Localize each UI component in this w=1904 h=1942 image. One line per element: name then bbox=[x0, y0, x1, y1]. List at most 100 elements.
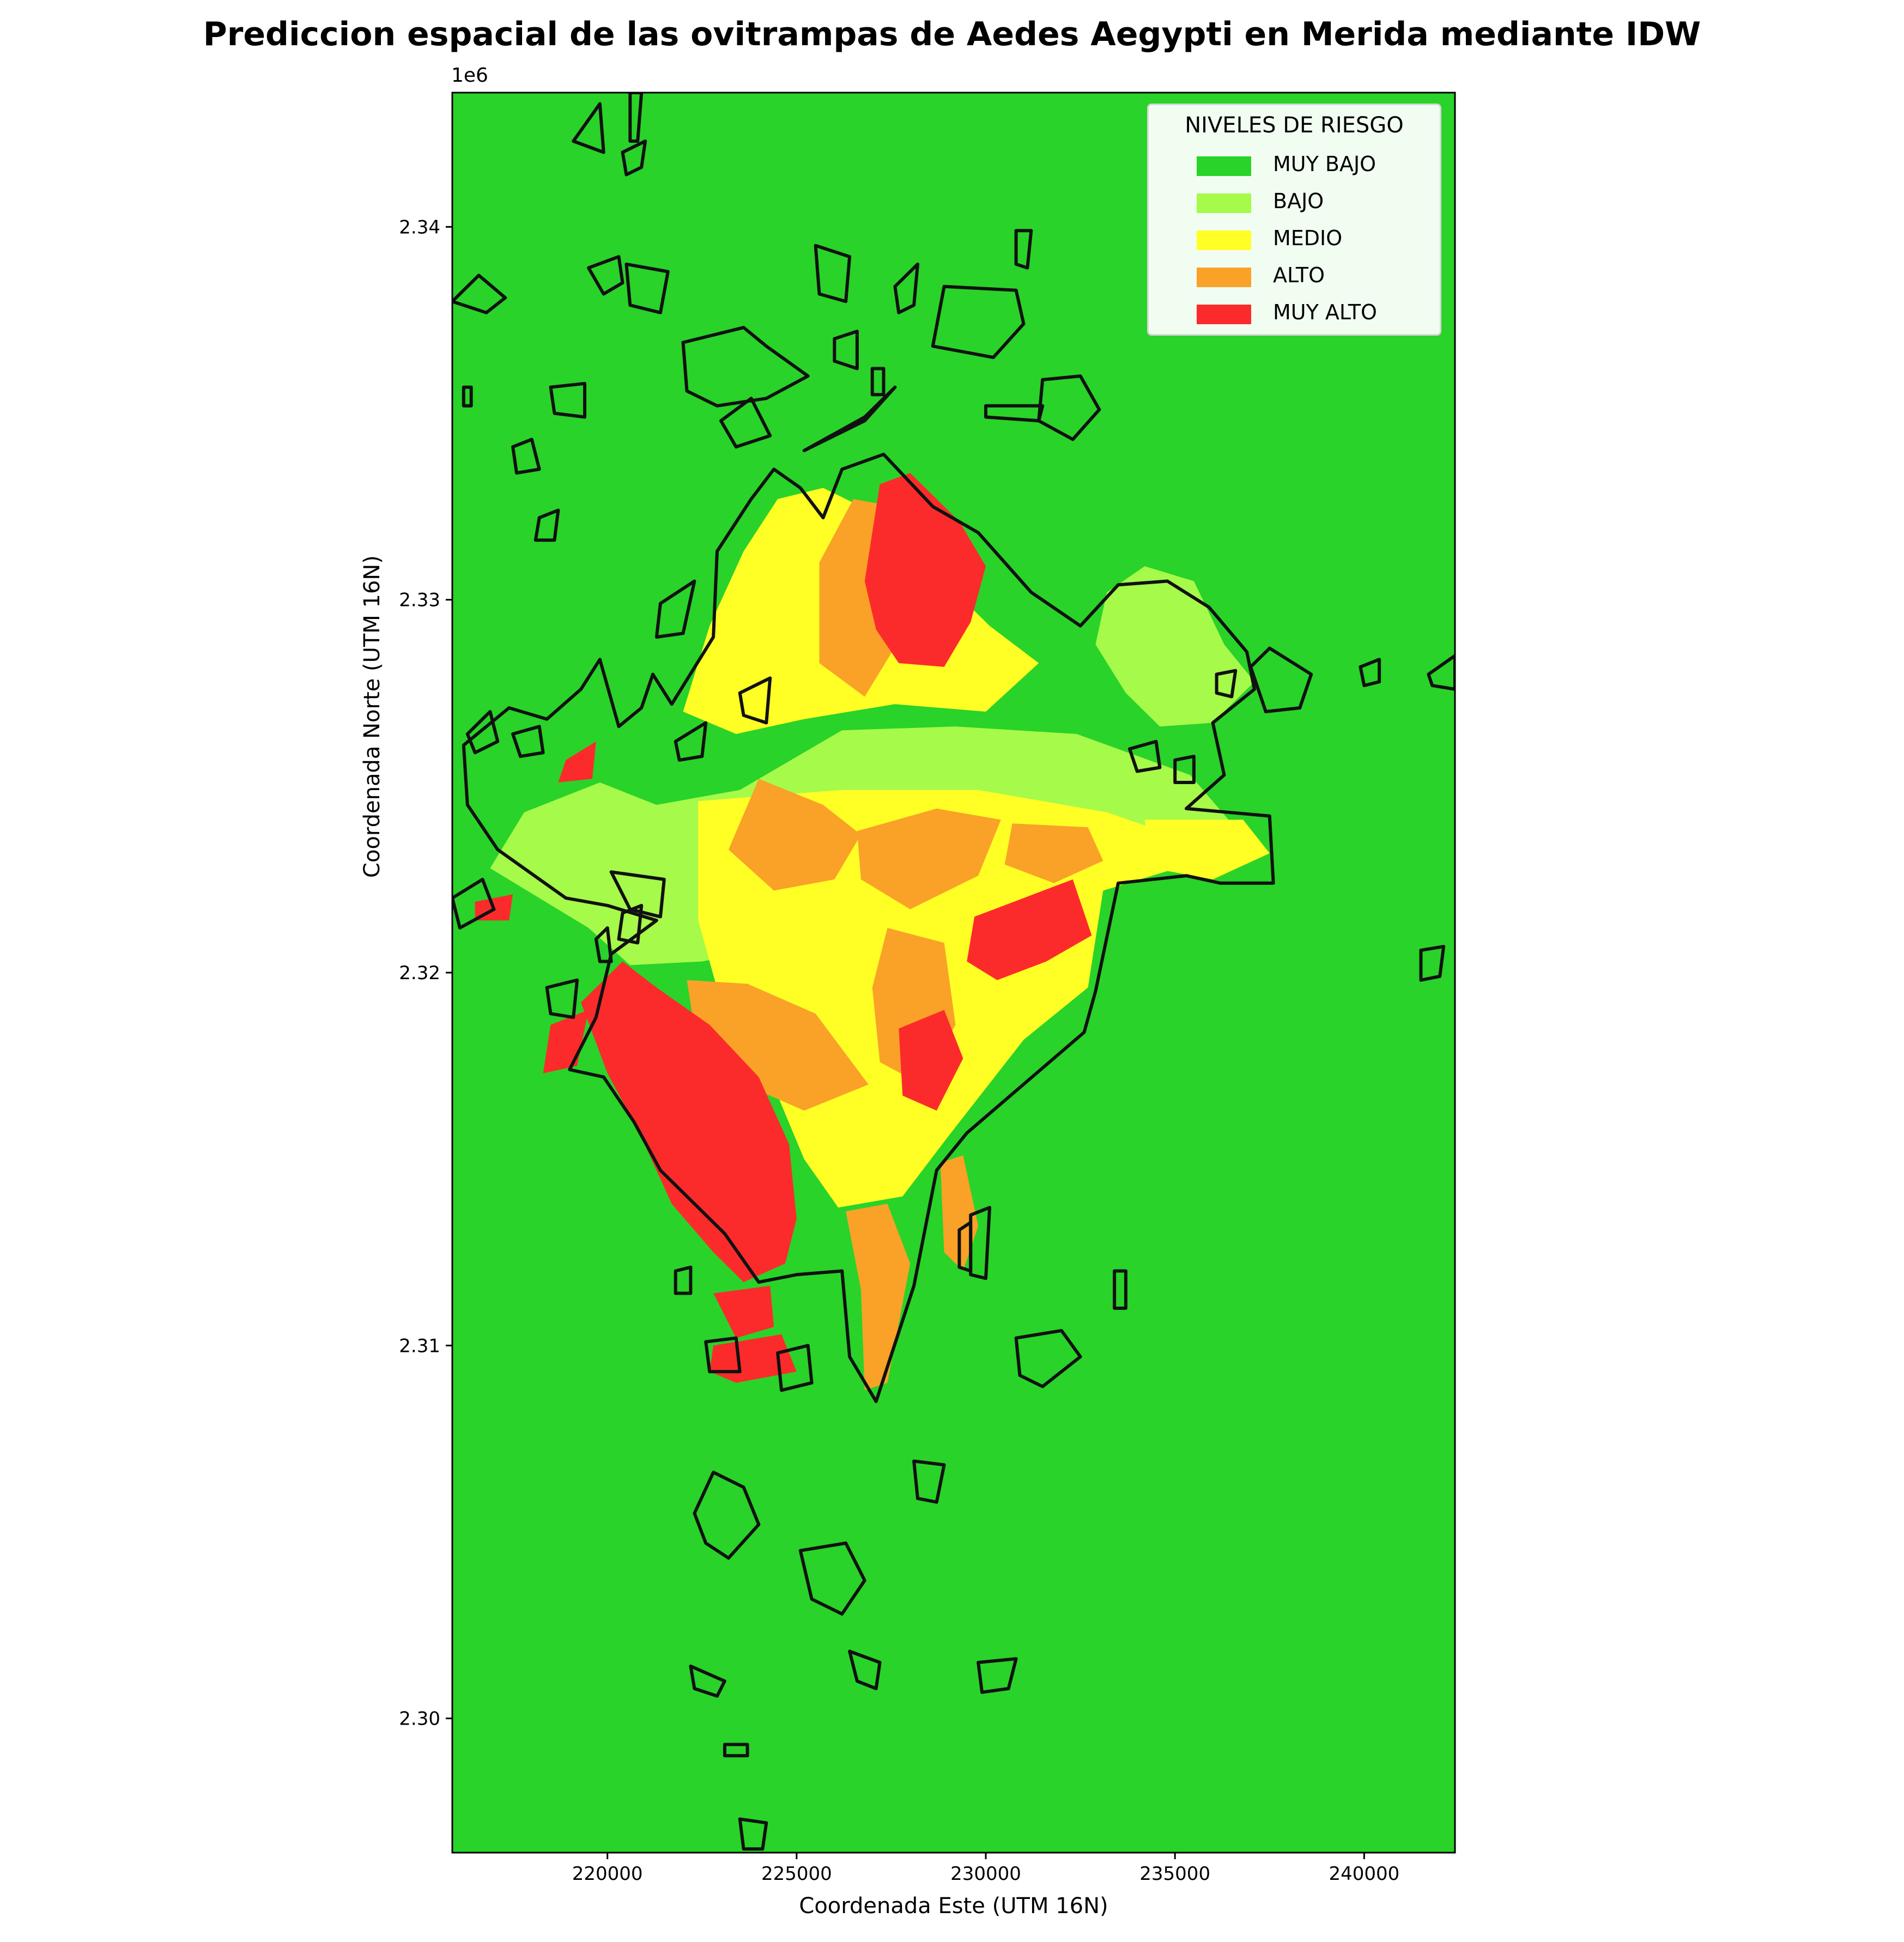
locality-outline-42 bbox=[957, 1221, 973, 1273]
y-tick-label: 2.32 bbox=[399, 962, 440, 984]
risk-zone-muy-alto-15 bbox=[967, 879, 1092, 980]
locality-outline-17 bbox=[802, 385, 897, 452]
risk-zone-muy-alto-16 bbox=[899, 1010, 963, 1111]
risk-zone-alto-12 bbox=[940, 1155, 979, 1271]
legend-swatch-muy-bajo bbox=[1197, 156, 1251, 176]
legend-label-medio: MEDIO bbox=[1273, 226, 1343, 250]
y-tick-label: 2.30 bbox=[399, 1708, 440, 1730]
locality-outline-13 bbox=[931, 284, 1026, 359]
locality-outline-8 bbox=[681, 326, 810, 408]
risk-zone-alto-5 bbox=[728, 779, 861, 891]
locality-outline-7 bbox=[621, 139, 647, 177]
risk-zone-alto-6 bbox=[857, 808, 1001, 909]
legend-label-muy-bajo: MUY BAJO bbox=[1273, 152, 1377, 176]
locality-outline-43 bbox=[1014, 1328, 1082, 1388]
risk-zone-alto-9 bbox=[687, 980, 869, 1111]
locality-outline-36 bbox=[1127, 739, 1162, 773]
locality-outline-31 bbox=[617, 903, 644, 945]
locality-outline-35 bbox=[1173, 755, 1196, 784]
legend-item-muy-alto: MUY ALTO bbox=[1197, 297, 1431, 327]
locality-outline-30 bbox=[594, 926, 613, 963]
x-axis-label: Coordenada Este (UTM 16N) bbox=[799, 1894, 1108, 1919]
locality-outline-10 bbox=[833, 330, 859, 371]
legend-label-alto: ALTO bbox=[1273, 263, 1325, 287]
locality-outline-25 bbox=[1419, 945, 1446, 982]
locality-outline-44 bbox=[1113, 1269, 1127, 1310]
y-axis-offset-label: 1e6 bbox=[451, 64, 488, 87]
locality-outline-23 bbox=[1359, 658, 1381, 688]
locality-outline-16 bbox=[1037, 374, 1101, 441]
locality-outline-26 bbox=[452, 877, 496, 930]
risk-zone-medio-4 bbox=[1144, 820, 1270, 879]
locality-outline-4 bbox=[549, 381, 586, 419]
legend-item-muy-bajo: MUY BAJO bbox=[1197, 149, 1431, 179]
locality-outline-34 bbox=[545, 978, 579, 1019]
risk-zone-alto-7 bbox=[1004, 823, 1103, 883]
locality-outline-9 bbox=[814, 244, 852, 304]
legend-item-alto: ALTO bbox=[1197, 260, 1431, 290]
locality-outline-29 bbox=[609, 870, 666, 919]
x-tick-label: 235000 bbox=[1139, 1863, 1210, 1885]
locality-outline-51 bbox=[723, 1743, 749, 1758]
locality-outline-19 bbox=[511, 438, 541, 475]
legend-swatch-medio bbox=[1197, 230, 1251, 250]
locality-outline-52 bbox=[738, 1817, 768, 1851]
legend-swatch-alto bbox=[1197, 268, 1251, 287]
x-axis-ticks: 220000 225000 230000 235000 240000 bbox=[572, 1853, 1399, 1885]
locality-outline-45 bbox=[912, 1459, 946, 1504]
locality-outline-47 bbox=[798, 1542, 866, 1616]
risk-zone-muy-alto-18 bbox=[713, 1285, 774, 1338]
locality-outline-28 bbox=[511, 725, 545, 758]
y-axis-ticks: 2.30 2.31 2.32 2.33 2.34 bbox=[399, 216, 452, 1730]
locality-outline-27 bbox=[465, 710, 500, 755]
locality-outline-11 bbox=[870, 367, 886, 397]
locality-outline-1 bbox=[628, 93, 644, 143]
locality-outline-12 bbox=[893, 262, 919, 314]
legend-label-muy-alto: MUY ALTO bbox=[1273, 300, 1377, 324]
legend-label-bajo: BAJO bbox=[1273, 189, 1324, 213]
locality-outline-5 bbox=[587, 255, 624, 296]
locality-outline-3 bbox=[462, 385, 473, 408]
locality-outline-40 bbox=[776, 1344, 814, 1392]
locality-outline-6 bbox=[624, 262, 670, 314]
locality-outline-0 bbox=[572, 102, 605, 154]
risk-zone-bajo-1 bbox=[1095, 566, 1254, 727]
locality-outline-14 bbox=[1014, 229, 1033, 270]
x-tick-label: 220000 bbox=[572, 1863, 643, 1885]
risk-zone-muy-alto-14 bbox=[581, 961, 797, 1282]
legend-swatch-bajo bbox=[1197, 193, 1251, 213]
risk-zones bbox=[475, 473, 1270, 1391]
locality-outline-33 bbox=[738, 676, 772, 725]
legend-title: NIVELES DE RIESGO bbox=[1185, 113, 1404, 138]
locality-outline-18 bbox=[719, 397, 772, 449]
y-tick-label: 2.31 bbox=[399, 1335, 440, 1357]
y-axis-label: Coordenada Norte (UTM 16N) bbox=[360, 555, 385, 878]
x-tick-label: 240000 bbox=[1329, 1863, 1399, 1885]
locality-outline-32 bbox=[674, 721, 708, 762]
x-tick-label: 225000 bbox=[761, 1863, 832, 1885]
y-tick-label: 2.33 bbox=[399, 590, 440, 611]
locality-outline-48 bbox=[689, 1664, 726, 1698]
locality-outline-22 bbox=[1249, 646, 1313, 713]
locality-outline-49 bbox=[848, 1649, 882, 1690]
boundary-outlines bbox=[452, 93, 1455, 1851]
locality-outline-37 bbox=[1215, 669, 1238, 699]
locality-outline-24 bbox=[1427, 654, 1455, 691]
locality-outline-20 bbox=[533, 508, 560, 542]
locality-outline-50 bbox=[977, 1657, 1018, 1694]
locality-outline-2 bbox=[452, 274, 507, 314]
legend-item-bajo: BAJO bbox=[1197, 186, 1431, 216]
risk-zone-muy-alto-21 bbox=[558, 741, 596, 782]
locality-outline-39 bbox=[704, 1336, 742, 1374]
chart-title: Prediccion espacial de las ovitrampas de… bbox=[203, 15, 1701, 53]
y-tick-label: 2.34 bbox=[399, 216, 440, 238]
x-tick-label: 230000 bbox=[950, 1863, 1021, 1885]
legend-swatch-muy-alto bbox=[1197, 305, 1251, 324]
legend-item-medio: MEDIO bbox=[1197, 223, 1431, 253]
legend: NIVELES DE RIESGO MUY BAJO BAJO MEDIO AL… bbox=[1147, 104, 1441, 336]
locality-outline-21 bbox=[654, 579, 696, 639]
locality-outline-38 bbox=[674, 1265, 693, 1295]
locality-outline-46 bbox=[693, 1471, 761, 1560]
